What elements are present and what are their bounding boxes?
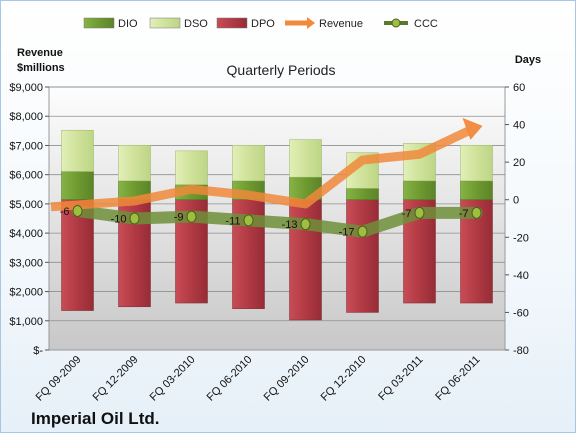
ccc-data-label: -7	[459, 208, 469, 220]
left-axis: $- $1,000 $2,000 $3,000 $4,000 $5,000 $6,000 $7…	[9, 82, 49, 357]
ccc-data-label: -6	[60, 206, 70, 218]
ccc-data-label: -13	[282, 219, 298, 231]
chart-legend: DIO DSO DPO Revenue CCC	[83, 17, 438, 30]
x-tick-label: FQ 03-2010	[148, 354, 198, 404]
ccc-data-label: -10	[111, 214, 127, 226]
ccc-point	[129, 212, 140, 225]
left-tick-label: $9,000	[9, 82, 43, 94]
x-tick-label: FQ 03-2011	[376, 354, 425, 403]
dso-bar	[460, 144, 493, 182]
right-tick-label: 40	[513, 120, 525, 132]
left-axis-title-line1: Revenue	[17, 47, 63, 59]
legend-dpo-swatch	[216, 17, 248, 29]
right-tick-label: -60	[513, 307, 529, 319]
legend-ccc-marker	[391, 18, 401, 28]
dio-bar	[346, 188, 379, 200]
dio-bar	[403, 180, 436, 200]
left-tick-label: $-	[33, 345, 43, 357]
revenue-arrowhead	[462, 117, 483, 140]
left-tick-label: $4,000	[9, 228, 43, 240]
right-tick-label: -20	[513, 232, 529, 244]
lines: -6 -10 -9 -11 -13 -17 -7 -7	[50, 117, 483, 239]
right-axis: -80 -60 -40 -20 0 20 40 60	[505, 82, 529, 357]
legend-label-dio: DIO	[118, 18, 138, 30]
left-tick-label: $3,000	[9, 257, 43, 269]
x-axis: FQ 09-2009 FQ 12-2009 FQ 03-2010 FQ 06-2010…	[34, 354, 483, 404]
dso-bar	[289, 139, 322, 178]
left-tick-label: $7,000	[9, 140, 43, 152]
ccc-point	[243, 214, 254, 227]
x-tick-label: FQ 09-2010	[262, 354, 312, 404]
ccc-data-label: -11	[225, 215, 240, 227]
dso-bar	[118, 144, 151, 182]
right-tick-label: 60	[513, 82, 525, 94]
dio-bar	[61, 171, 94, 200]
company-name: Imperial Oil Ltd.	[31, 409, 159, 428]
dso-bar	[175, 150, 208, 185]
ccc-point	[300, 218, 311, 231]
legend-revenue-arrow	[307, 17, 315, 29]
legend-label-dso: DSO	[184, 18, 208, 30]
x-tick-label: FQ 09-2009	[34, 354, 84, 404]
left-tick-label: $8,000	[9, 111, 43, 123]
dso-bar	[61, 129, 94, 172]
ccc-data-label: -9	[174, 212, 184, 224]
right-tick-label: 20	[513, 157, 525, 169]
x-tick-label: FQ 12-2010	[319, 354, 369, 404]
legend-label-ccc: CCC	[414, 18, 438, 30]
x-tick-label: FQ 06-2011	[433, 354, 482, 403]
left-tick-label: $2,000	[9, 287, 43, 299]
left-tick-label: $1,000	[9, 316, 43, 328]
right-tick-label: -40	[513, 270, 529, 282]
legend-dso-swatch	[149, 17, 181, 29]
revenue-series-line	[50, 126, 471, 212]
ccc-series-line	[71, 204, 483, 238]
legend-label-dpo: DPO	[251, 18, 275, 30]
ccc-point	[414, 206, 425, 219]
legend-label-revenue: Revenue	[319, 18, 363, 30]
right-tick-label: 0	[513, 195, 519, 207]
x-tick-label: FQ 06-2010	[205, 354, 255, 404]
right-axis-title: Days	[515, 54, 541, 66]
left-tick-label: $6,000	[9, 170, 43, 182]
dso-bar	[232, 144, 265, 182]
left-tick-label: $5,000	[9, 199, 43, 211]
ccc-point	[186, 210, 197, 223]
right-tick-label: -80	[513, 345, 529, 357]
left-axis-title-line2: $millions	[17, 62, 65, 74]
ccc-data-label: -7	[402, 208, 412, 220]
x-tick-label: FQ 12-2009	[91, 354, 141, 404]
dpo-bar	[346, 199, 379, 313]
ccc-data-label: -17	[339, 227, 355, 239]
ccc-point	[471, 206, 482, 219]
chart-title: Quarterly Periods	[227, 62, 336, 78]
ccc-point	[357, 225, 368, 238]
dio-bar	[460, 180, 493, 200]
legend-dio-swatch	[83, 17, 115, 29]
ccc-point	[72, 204, 83, 217]
